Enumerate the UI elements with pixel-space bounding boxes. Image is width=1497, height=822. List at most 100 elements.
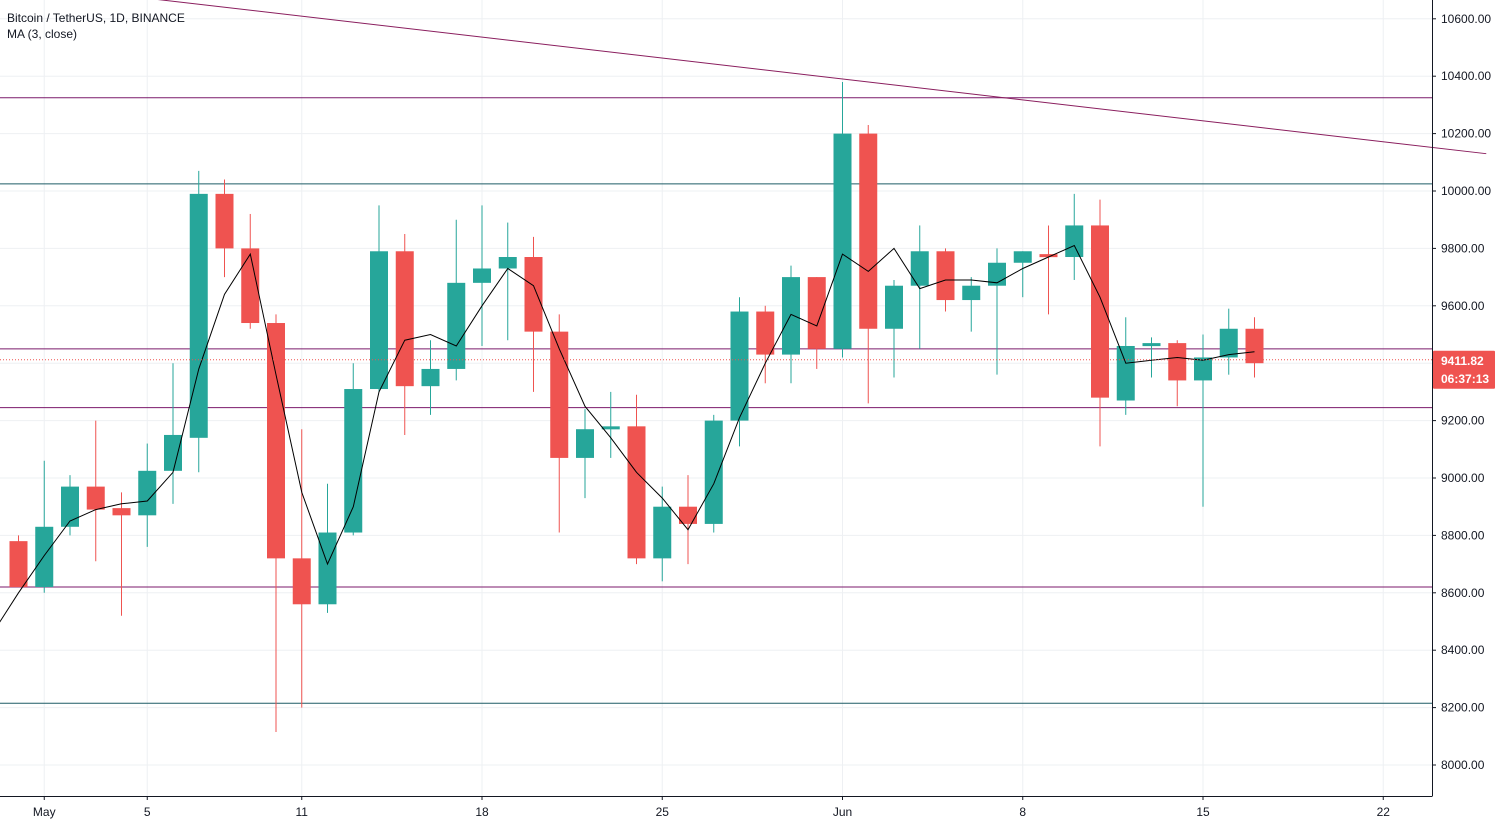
horizontal-lines <box>0 97 1432 704</box>
candle-body <box>859 133 878 329</box>
candle-up <box>1142 337 1161 378</box>
candle-up <box>498 222 517 341</box>
candle-body <box>1245 328 1264 364</box>
candle-body <box>1039 254 1058 258</box>
y-tick-label: 10200.00 <box>1441 127 1491 141</box>
candle-up <box>1065 193 1084 280</box>
x-tick-label: 25 <box>656 805 670 819</box>
candle-body <box>498 257 517 269</box>
candle-body <box>962 285 981 301</box>
candle-up <box>447 219 466 381</box>
y-tick-label: 9800.00 <box>1441 241 1485 255</box>
candle-up <box>1194 334 1212 507</box>
x-tick-label: 22 <box>1377 805 1391 819</box>
last-price-value: 9411.82 <box>1441 354 1484 368</box>
candle-up <box>1116 317 1135 415</box>
x-tick-label: 11 <box>296 805 309 819</box>
candle-body <box>936 251 955 301</box>
candle-body <box>524 257 543 332</box>
candle-body <box>1219 328 1238 358</box>
x-tick-label: Jun <box>833 805 852 819</box>
candle-body <box>241 248 260 324</box>
x-tick-label: May <box>33 805 56 819</box>
candle-up <box>35 460 54 593</box>
candle-up <box>1013 251 1032 298</box>
candle-body <box>267 323 285 559</box>
candle-up <box>910 225 929 349</box>
y-tick-label: 10400.00 <box>1441 69 1491 83</box>
candle-body <box>9 541 28 588</box>
candle-body <box>1065 225 1084 258</box>
candle-down <box>756 305 775 384</box>
candle-body <box>1091 225 1109 398</box>
candle-up <box>988 248 1006 375</box>
candle-down <box>9 535 28 588</box>
candle-down <box>679 475 697 565</box>
candle-body <box>782 277 800 355</box>
y-tick-label: 10000.00 <box>1441 184 1491 198</box>
candle-down <box>1245 317 1264 378</box>
y-tick-label: 9200.00 <box>1441 414 1485 428</box>
candle-body <box>35 526 54 588</box>
y-tick-label: 8000.00 <box>1441 758 1485 772</box>
candle-body <box>395 251 414 387</box>
candle-up <box>318 483 337 613</box>
candle-up <box>473 205 491 346</box>
candle-body <box>421 368 440 387</box>
candle-up <box>138 443 157 547</box>
candle-down <box>292 429 311 708</box>
candle-body <box>292 558 311 605</box>
bar-countdown: 06:37:13 <box>1441 372 1489 386</box>
symbol-title[interactable]: Bitcoin / TetherUS, 1D, BINANCE <box>7 11 185 25</box>
y-tick-label: 9000.00 <box>1441 471 1485 485</box>
candle-body <box>756 311 775 355</box>
candle-body <box>704 420 723 524</box>
candle-up <box>576 409 594 499</box>
candle-body <box>344 389 363 533</box>
candle-body <box>164 434 182 471</box>
candle-body <box>189 193 208 438</box>
descending-trend-line <box>157 0 1487 155</box>
candle-up <box>601 391 620 458</box>
grid <box>0 0 1432 796</box>
y-tick-label: 8600.00 <box>1441 586 1485 600</box>
indicator-label[interactable]: MA (3, close) <box>7 27 78 41</box>
y-tick-label: 9600.00 <box>1441 299 1485 313</box>
candle-up <box>704 414 723 533</box>
candle-body <box>215 193 234 249</box>
candle-down <box>86 420 105 562</box>
candle-down <box>267 314 285 732</box>
candle-down <box>627 394 646 565</box>
x-tick-label: 5 <box>144 805 151 819</box>
x-tick-label: 18 <box>475 805 489 819</box>
candle-body <box>112 508 131 516</box>
candle-up <box>782 265 800 384</box>
candle-body <box>807 277 826 349</box>
y-tick-label: 8400.00 <box>1441 643 1485 657</box>
candle-down <box>215 179 234 278</box>
candle-body <box>86 486 105 510</box>
trend-lines <box>157 0 1487 155</box>
y-tick-label: 10600.00 <box>1441 12 1491 26</box>
candle-up <box>962 277 981 332</box>
candle-down <box>807 277 826 369</box>
candle-body <box>473 268 491 283</box>
candle-body <box>679 506 697 524</box>
candle-down <box>550 314 569 533</box>
chart-legend: Bitcoin / TetherUS, 1D, BINANCE MA (3, c… <box>7 10 185 42</box>
candle-down <box>1039 225 1058 315</box>
candle-up <box>164 363 182 504</box>
x-tick-label: 8 <box>1019 805 1026 819</box>
candle-down <box>241 213 260 329</box>
candle-body <box>833 133 852 349</box>
candle-body <box>1116 345 1135 401</box>
candle-body <box>1194 357 1212 381</box>
candle-up <box>189 170 208 473</box>
candle-body <box>1013 251 1032 263</box>
candle-up <box>730 297 749 447</box>
candle-body <box>447 282 466 369</box>
candle-down <box>1091 199 1109 447</box>
